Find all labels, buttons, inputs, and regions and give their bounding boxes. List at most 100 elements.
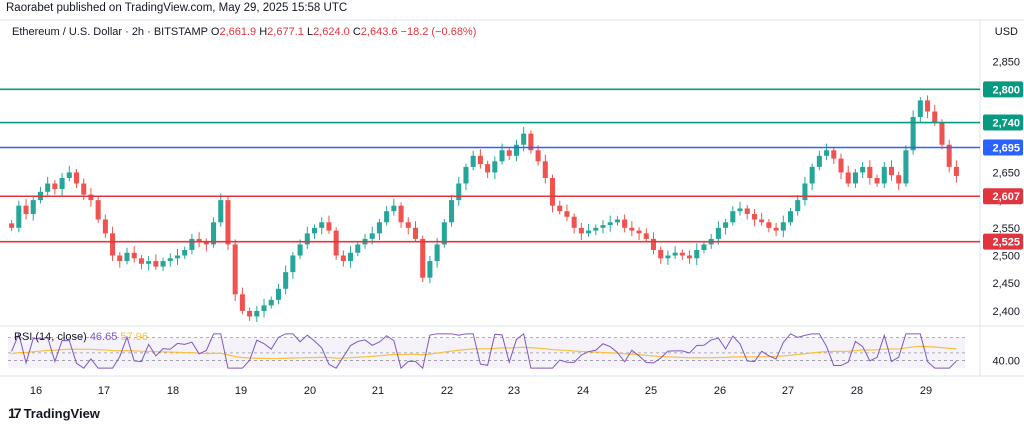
candle-body (665, 255, 671, 259)
candle-body (744, 208, 750, 214)
candle-body (16, 205, 22, 228)
time-tick-label: 28 (851, 385, 863, 397)
footer-brand[interactable]: 17 TradingView (8, 405, 100, 421)
level-tag (983, 114, 1023, 131)
low-label: L (306, 26, 314, 38)
candle-body (254, 310, 260, 317)
open-label: O (210, 26, 220, 38)
publisher-header: Raorabet published on TradingView.com, M… (6, 2, 348, 14)
candle-body (593, 227, 599, 231)
candle-body (622, 219, 628, 228)
candle-body (506, 150, 512, 156)
candle-body (672, 252, 678, 256)
candle-body (117, 255, 123, 262)
candle-body (182, 249, 188, 256)
candle-body (131, 252, 137, 259)
candle-body (376, 222, 382, 234)
candle-body (773, 227, 779, 231)
time-tick-label: 18 (167, 385, 179, 397)
candle-body (427, 261, 433, 278)
low-value: 2,624.0 (313, 26, 350, 38)
candle-body (845, 172, 851, 184)
time-tick-label: 25 (645, 385, 657, 397)
candle-body (405, 222, 411, 228)
candle-body (888, 166, 895, 176)
candle-body (261, 305, 267, 311)
candle-body (578, 227, 584, 234)
candle-body (809, 166, 815, 184)
candle-body (348, 252, 354, 262)
candle-body (896, 175, 902, 184)
level-label: 2,607 (992, 191, 1020, 203)
candle-body (124, 252, 130, 262)
candle-body (903, 150, 909, 184)
candle-body (297, 244, 303, 256)
candle-body (110, 233, 116, 256)
candle-body (45, 183, 51, 192)
time-tick-label: 29 (920, 385, 932, 397)
candle-body (463, 166, 469, 184)
candle-body (196, 238, 202, 242)
candle-body (146, 261, 152, 264)
candle-body (492, 161, 498, 173)
time-tick-label: 19 (235, 385, 247, 397)
level-label: 2,695 (992, 142, 1020, 154)
high-value: 2,677.1 (267, 26, 304, 38)
candle-body (95, 200, 101, 220)
candle-body (283, 272, 289, 289)
candle-body (860, 166, 866, 173)
candle-body (607, 222, 613, 226)
candle-body (816, 155, 822, 167)
candle-body (9, 223, 15, 228)
candle-body (470, 155, 476, 167)
candle-body (824, 150, 830, 156)
candle-body (881, 166, 887, 184)
high-label: H (259, 26, 268, 38)
symbol-title[interactable]: Ethereum / U.S. Dollar · 2h · BITSTAMP (12, 26, 208, 38)
candle-body (687, 255, 693, 259)
candle-body (650, 238, 657, 250)
rsi-band (8, 337, 965, 369)
candle-body (59, 177, 65, 190)
candle-body (340, 255, 346, 262)
candle-body (925, 100, 931, 112)
candle-body (304, 233, 310, 245)
candle-body (218, 200, 224, 223)
candle-body (528, 133, 534, 151)
candle-body (780, 222, 786, 231)
close-label: C (352, 26, 361, 38)
candle-body (759, 219, 765, 223)
candle-body (867, 166, 873, 178)
close-value: 2,643.6 (360, 26, 398, 38)
candle-body (694, 249, 700, 259)
candle-body (535, 150, 541, 162)
level-tag (983, 139, 1023, 156)
candle-body (420, 238, 426, 278)
candle-body (449, 200, 455, 223)
candle-body (723, 222, 729, 228)
candle-body (153, 261, 159, 267)
candle-body (88, 194, 94, 201)
ohlc-legend: Ethereum / U.S. Dollar · 2h · BITSTAMP O… (12, 26, 476, 38)
candle-body (73, 172, 80, 184)
candle-body (715, 227, 721, 239)
candle-body (795, 200, 801, 212)
price-tick-label: 2,400 (992, 306, 1020, 318)
time-tick-label: 23 (508, 385, 520, 397)
candle-body (499, 150, 505, 162)
price-tick-label: 2,500 (992, 251, 1020, 263)
time-tick-label: 22 (441, 385, 453, 397)
rsi-name: RSI (14, close) (14, 331, 90, 343)
candle-body (441, 222, 447, 245)
candle-body (211, 222, 217, 245)
candle-body (23, 205, 29, 214)
candle-body (643, 233, 649, 239)
candle-body (802, 183, 808, 201)
currency-label[interactable]: USD (994, 26, 1018, 38)
candle-body (398, 205, 404, 223)
rsi-tick-label: 40.00 (992, 356, 1020, 368)
change-value: −18.2 (−0.68%) (400, 26, 477, 38)
candle-body (203, 241, 209, 245)
candle-body (586, 230, 592, 234)
